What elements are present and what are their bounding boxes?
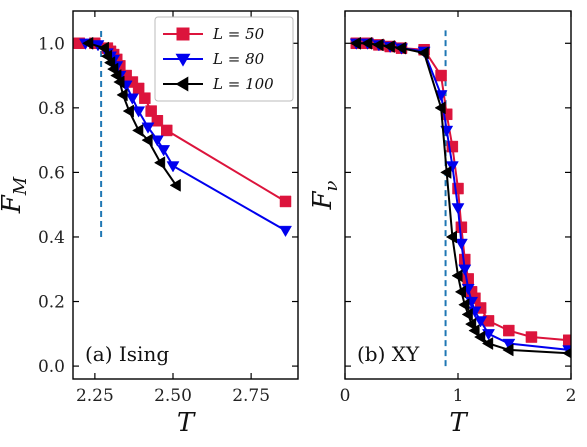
series-point-0-1-9	[132, 106, 146, 118]
series-point-1-2-6	[434, 101, 446, 115]
series-point-1-0-18	[525, 331, 538, 343]
legend-marker-0	[176, 27, 190, 41]
series-point-1-1-8	[445, 161, 459, 173]
legend: L = 50 L = 80 L = 100	[154, 16, 294, 102]
y-tick-label-0-1: 0.2	[38, 293, 65, 313]
series-point-1-2-16	[481, 337, 494, 350]
series-point-1-2-12	[461, 307, 473, 321]
x-axis-title-1: T	[449, 408, 468, 438]
series-point-1-2-9	[451, 269, 463, 283]
series-point-0-1-10	[141, 122, 155, 134]
legend-label-2: L = 100	[212, 75, 274, 93]
series-point-0-0-12	[151, 115, 164, 127]
y-tick-label-0-0: 0.0	[38, 357, 65, 377]
series-point-1-0-17	[503, 324, 515, 337]
series-point-0-0-9	[132, 82, 145, 95]
series-point-1-2-13	[465, 317, 477, 331]
panel-0: 0.0 0.2 0.4 0.6 0.8 1.0 2.25 2.50 2.75 (a) Ising T…	[0, 10, 299, 438]
series-point-1-1-17	[502, 338, 516, 351]
series-point-1-2-10	[454, 285, 467, 299]
axes-frame-0	[72, 10, 299, 380]
series-point-1-2-7	[440, 165, 452, 179]
series-point-1-2-14	[468, 324, 480, 338]
y-axis-title-0: FM	[0, 176, 31, 214]
series-point-0-2-0	[82, 36, 94, 50]
series-point-0-1-14	[279, 225, 292, 238]
series-point-0-2-8	[122, 104, 134, 118]
y-tick-label-0-3: 0.6	[38, 163, 65, 183]
series-point-1-0-19	[562, 334, 571, 347]
series-point-0-2-1	[97, 41, 109, 55]
x-tick-label-1-0: 0	[340, 386, 351, 406]
series-point-1-2-1	[361, 36, 373, 50]
series-point-1-2-4	[394, 41, 407, 55]
panel-label-1: (b) XY	[357, 342, 420, 366]
series-point-1-1-10	[454, 238, 468, 250]
series-point-1-2-3	[383, 40, 395, 53]
series-point-1-2-15	[474, 330, 486, 344]
series-point-1-2-17	[502, 343, 514, 357]
series-point-0-1-13	[166, 161, 180, 173]
series-point-0-1-11	[150, 135, 164, 147]
series-point-1-2-18	[562, 348, 571, 359]
legend-label-1: L = 80	[212, 50, 265, 68]
series-point-0-0-10	[139, 92, 151, 104]
series-point-0-2-9	[132, 123, 144, 137]
series-point-0-0-11	[145, 105, 157, 117]
x-tick-label-0-0: 2.25	[76, 386, 114, 406]
series-point-1-1-15	[474, 316, 488, 328]
series-point-0-0-14	[279, 195, 292, 208]
series-point-0-1-8	[125, 93, 139, 105]
x-tick-label-0-2: 2.75	[232, 386, 270, 406]
series-point-0-2-7	[116, 88, 128, 102]
series-point-1-1-9	[451, 203, 465, 215]
series-point-0-2-2	[100, 49, 113, 63]
panel-1-data	[349, 36, 571, 359]
series-point-0-2-5	[110, 69, 122, 83]
x-axis-title-0: T	[177, 408, 196, 438]
series-point-0-2-3	[103, 56, 116, 70]
series-point-0-2-10	[141, 133, 153, 147]
series-point-0-2-4	[107, 62, 119, 76]
x-tick-label-1-1: 1	[453, 386, 464, 406]
series-point-1-2-0	[349, 36, 361, 50]
series-point-1-2-11	[458, 298, 470, 312]
series-point-1-2-8	[445, 230, 457, 244]
series-point-0-2-6	[113, 75, 125, 89]
panel-0-data	[73, 36, 292, 238]
panel-label-0: (a) Ising	[85, 342, 169, 366]
series-point-0-2-12	[169, 178, 181, 192]
series-point-1-2-2	[372, 38, 384, 52]
legend-label-0: L = 50	[212, 25, 265, 43]
legend-marker-2	[175, 76, 189, 92]
series-point-0-1-12	[157, 145, 171, 157]
x-tick-label-1-2: 2	[566, 386, 577, 406]
y-axis-title-1: Fν	[308, 180, 342, 210]
series-point-1-2-5	[417, 46, 429, 60]
series-point-1-1-16	[482, 329, 495, 341]
series-point-1-0-10	[455, 221, 468, 234]
series-point-0-0-13	[161, 124, 173, 137]
series-point-0-2-11	[153, 156, 166, 170]
legend-marker-1	[175, 53, 191, 67]
y-tick-label-0-2: 0.4	[38, 228, 65, 248]
panel-1: 0 1 2 (b) XY T Fν	[308, 10, 577, 438]
y-tick-label-0-5: 1.0	[38, 34, 65, 54]
x-tick-label-0-1: 2.50	[154, 386, 192, 406]
axes-frame-1	[344, 10, 572, 380]
series-point-1-0-6	[435, 69, 447, 82]
y-tick-label-0-4: 0.8	[38, 99, 65, 119]
